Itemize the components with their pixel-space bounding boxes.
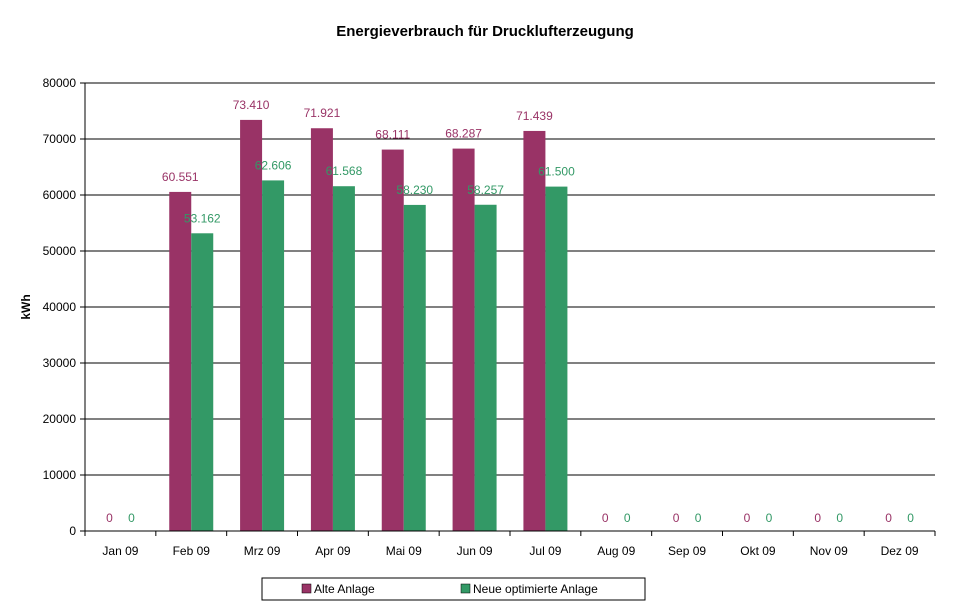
y-tick-label: 70000 bbox=[43, 132, 77, 146]
data-label: 0 bbox=[602, 511, 609, 525]
y-axis-label: kWh bbox=[19, 294, 33, 319]
legend-swatch bbox=[460, 583, 471, 594]
x-tick-label: Jun 09 bbox=[457, 544, 493, 558]
y-tick-label: 40000 bbox=[43, 300, 77, 314]
data-label: 58.230 bbox=[396, 183, 433, 197]
bar-neue-anlage bbox=[474, 204, 497, 531]
x-tick-label: Sep 09 bbox=[668, 544, 706, 558]
y-tick-label: 60000 bbox=[43, 188, 77, 202]
legend-label: Alte Anlage bbox=[314, 582, 375, 596]
bar-alte-anlage bbox=[240, 119, 263, 532]
axes: 0 10000 20000 30000 40000 50000 60000 70000 8000… bbox=[43, 76, 936, 558]
data-label: 0 bbox=[106, 511, 113, 525]
y-tick-label: 0 bbox=[69, 524, 76, 538]
bar-neue-anlage bbox=[403, 204, 426, 532]
x-tick-label: Aug 09 bbox=[597, 544, 635, 558]
data-label: 71.921 bbox=[304, 106, 341, 120]
bar-neue-anlage bbox=[332, 186, 355, 532]
x-tick-label: Apr 09 bbox=[315, 544, 351, 558]
data-label: 73.410 bbox=[233, 98, 270, 112]
bar-alte-anlage bbox=[452, 148, 475, 531]
data-label: 0 bbox=[128, 511, 135, 525]
data-label: 0 bbox=[624, 511, 631, 525]
bar-alte-anlage bbox=[310, 128, 333, 531]
y-tick-label: 20000 bbox=[43, 412, 77, 426]
gridlines bbox=[85, 82, 935, 476]
data-labels: 0 60.551 73.410 71.921 68.111 68.287 71.439 0 0 0… bbox=[106, 98, 914, 525]
x-tick-label: Nov 09 bbox=[810, 544, 848, 558]
legend-label: Neue optimierte Anlage bbox=[473, 582, 598, 596]
data-label: 0 bbox=[836, 511, 843, 525]
bars bbox=[169, 119, 568, 532]
legend: Alte Anlage Neue optimierte Anlage bbox=[261, 577, 646, 601]
x-tick-label: Dez 09 bbox=[881, 544, 919, 558]
data-label: 53.162 bbox=[184, 211, 221, 225]
data-label: 71.439 bbox=[516, 109, 553, 123]
x-tick-label: Jan 09 bbox=[102, 544, 138, 558]
data-label: 68.287 bbox=[445, 127, 482, 141]
legend-swatch bbox=[301, 583, 312, 594]
data-label: 61.568 bbox=[326, 164, 363, 178]
x-tick-label: Mrz 09 bbox=[244, 544, 281, 558]
data-label: 0 bbox=[744, 511, 751, 525]
y-tick-label: 30000 bbox=[43, 356, 77, 370]
data-label: 58.257 bbox=[467, 183, 504, 197]
bar-alte-anlage bbox=[381, 149, 404, 531]
x-tick-label: Okt 09 bbox=[740, 544, 776, 558]
x-tick-label: Feb 09 bbox=[173, 544, 211, 558]
y-tick-label: 80000 bbox=[43, 76, 77, 90]
y-tick-label: 50000 bbox=[43, 244, 77, 258]
x-tick-label: Mai 09 bbox=[386, 544, 422, 558]
chart-title: Energieverbrauch für Drucklufterzeugung bbox=[336, 23, 634, 40]
data-label: 0 bbox=[695, 511, 702, 525]
bar-alte-anlage bbox=[169, 191, 192, 531]
data-label: 62.606 bbox=[255, 158, 292, 172]
data-label: 0 bbox=[814, 511, 821, 525]
x-tick-label: Jul 09 bbox=[529, 544, 561, 558]
data-label: 0 bbox=[673, 511, 680, 525]
bar-neue-anlage bbox=[545, 186, 568, 531]
data-label: 0 bbox=[766, 511, 773, 525]
data-label: 0 bbox=[885, 511, 892, 525]
data-label: 61.500 bbox=[538, 165, 575, 179]
bar-neue-anlage bbox=[262, 180, 285, 531]
bar-alte-anlage bbox=[523, 130, 546, 532]
bar-neue-anlage bbox=[191, 233, 214, 532]
data-label: 68.111 bbox=[375, 128, 410, 142]
data-label: 0 bbox=[907, 511, 914, 525]
y-tick-label: 10000 bbox=[43, 468, 77, 482]
data-label: 60.551 bbox=[162, 170, 199, 184]
legend-box bbox=[261, 577, 646, 601]
